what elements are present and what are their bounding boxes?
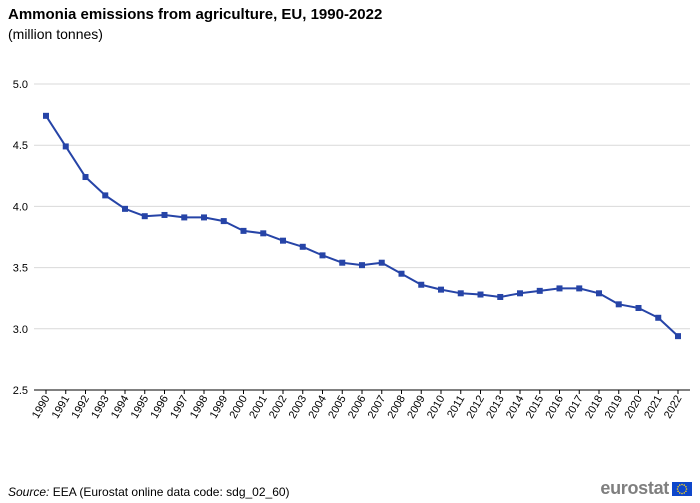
x-tick-label: 2018 <box>583 394 606 421</box>
source-label: Source: <box>8 485 50 499</box>
x-tick-label: 1995 <box>129 394 152 421</box>
data-point <box>280 237 286 244</box>
x-tick-label: 1999 <box>208 394 231 421</box>
data-point <box>201 214 207 221</box>
x-tick-label: 1998 <box>188 394 211 421</box>
x-axis-ticks: 1990199119921993199419951996199719981999… <box>30 394 685 421</box>
x-tick-label: 2003 <box>287 394 310 421</box>
chart-title: Ammonia emissions from agriculture, EU, … <box>8 6 383 23</box>
y-axis-ticks: 2.5 3.0 3.5 4.0 4.5 5.0 <box>13 79 28 397</box>
data-point <box>62 143 69 150</box>
x-tick-label: 1993 <box>89 394 112 421</box>
x-tick-label: 2005 <box>326 394 349 421</box>
y-tick-label: 4.0 <box>13 201 28 213</box>
data-point <box>536 287 543 294</box>
x-tick-label: 2022 <box>662 394 685 421</box>
x-tick-label: 2015 <box>524 394 547 421</box>
logo-text: eurostat <box>600 478 669 498</box>
x-tick-label: 1992 <box>69 394 92 421</box>
data-point <box>240 227 247 234</box>
data-point <box>497 293 504 300</box>
data-point <box>418 281 425 288</box>
x-tick-label: 2011 <box>445 394 467 420</box>
x-tick-label: 2008 <box>385 394 408 421</box>
x-tick-label: 2019 <box>603 394 626 421</box>
data-point <box>675 333 681 340</box>
x-tick-label: 1994 <box>109 394 132 421</box>
data-point <box>102 192 109 199</box>
y-tick-label: 5.0 <box>13 79 28 91</box>
data-point <box>260 230 267 237</box>
x-tick-label: 2001 <box>247 394 270 421</box>
data-point <box>596 290 602 297</box>
source-text: EEA (Eurostat online data code: sdg_02_6… <box>52 485 290 499</box>
y-tick-label: 3.0 <box>13 324 28 336</box>
eurostat-logo: eurostat <box>600 478 692 499</box>
x-tick-label: 2006 <box>346 394 369 421</box>
grid-lines <box>34 83 690 330</box>
data-point <box>181 214 188 221</box>
x-tick-label: 1997 <box>168 394 191 421</box>
data-point <box>615 301 622 308</box>
data-point <box>359 262 365 269</box>
data-point <box>299 243 306 250</box>
data-point <box>319 252 326 259</box>
data-point <box>576 285 583 292</box>
data-point <box>398 270 405 277</box>
data-point <box>457 290 464 297</box>
data-point <box>339 259 346 266</box>
x-tick-label: 2017 <box>563 394 586 421</box>
x-tick-label: 2013 <box>484 394 507 421</box>
data-point <box>477 291 484 298</box>
x-tick-label: 1990 <box>30 394 53 421</box>
data-point <box>161 211 168 218</box>
x-tick-label: 1991 <box>50 394 73 421</box>
data-point <box>655 314 662 321</box>
x-axis <box>34 389 690 394</box>
series-layer <box>43 112 681 340</box>
data-point <box>438 286 444 293</box>
series-line <box>45 115 679 337</box>
chart-subtitle: (million tonnes) <box>8 26 103 42</box>
x-tick-label: 2012 <box>464 394 487 421</box>
x-tick-label: 2014 <box>504 394 527 421</box>
x-tick-label: 2002 <box>267 394 290 421</box>
data-point <box>141 213 148 220</box>
eu-flag-icon <box>672 481 692 496</box>
y-tick-label: 2.5 <box>13 385 28 397</box>
x-tick-label: 2010 <box>425 394 448 421</box>
data-point <box>556 285 563 292</box>
data-point <box>43 112 49 119</box>
x-tick-label: 2020 <box>622 394 645 421</box>
data-point <box>378 259 385 266</box>
x-tick-label: 2016 <box>543 394 566 421</box>
data-point <box>517 290 523 297</box>
data-point <box>122 205 128 212</box>
x-tick-label: 2007 <box>366 394 389 421</box>
data-point <box>220 218 227 225</box>
x-tick-label: 2004 <box>306 394 329 421</box>
x-tick-label: 2009 <box>405 394 428 421</box>
data-point <box>82 174 89 181</box>
y-tick-label: 3.5 <box>13 263 28 275</box>
x-tick-label: 2021 <box>642 394 665 421</box>
y-tick-label: 4.5 <box>13 140 28 152</box>
data-point <box>635 304 642 311</box>
source-note: Source: EEA (Eurostat online data code: … <box>8 485 290 499</box>
x-tick-label: 1996 <box>148 394 171 421</box>
x-tick-label: 2000 <box>227 394 250 421</box>
